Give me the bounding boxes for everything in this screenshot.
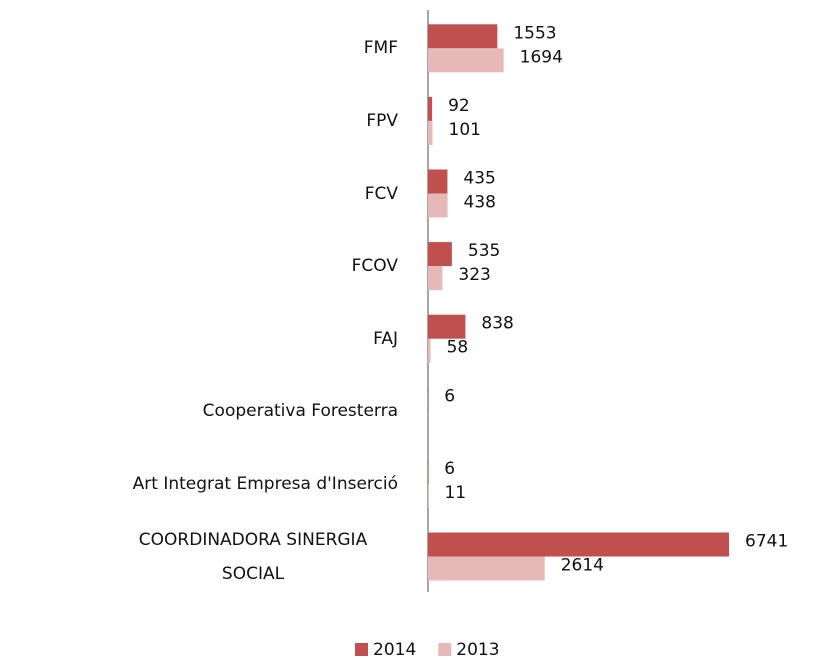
- category-label: Cooperativa Foresterra: [202, 401, 398, 422]
- value-label: 2614: [561, 556, 604, 576]
- legend-label: 2014: [373, 640, 416, 659]
- value-label: 1553: [513, 23, 556, 43]
- bar: [428, 48, 504, 73]
- bar: [428, 532, 729, 557]
- category-label: Art Integrat Empresa d'Inserció: [132, 473, 398, 494]
- category-label: FMF: [363, 38, 398, 59]
- bar: [428, 556, 545, 581]
- value-label: 838: [481, 314, 513, 334]
- bar: [428, 266, 443, 291]
- legend-swatch: [438, 643, 452, 656]
- value-label: 1694: [520, 47, 563, 67]
- value-label: 6: [444, 386, 455, 406]
- value-label: 438: [464, 193, 496, 213]
- value-label: 101: [449, 120, 481, 140]
- bar: [428, 24, 498, 49]
- category-label: FPV: [366, 110, 398, 131]
- value-label: 323: [458, 265, 490, 285]
- bar: [428, 314, 466, 339]
- legend-label: 2013: [456, 640, 499, 659]
- bar: [428, 96, 433, 121]
- bar: [428, 242, 452, 267]
- bar: [428, 120, 433, 145]
- value-label: 58: [447, 338, 469, 358]
- category-label: FCOV: [351, 256, 398, 277]
- value-label: 6: [444, 459, 455, 479]
- value-label: 435: [463, 169, 495, 189]
- category-label: FAJ: [373, 328, 398, 349]
- value-label: 6741: [745, 532, 788, 552]
- bar: [428, 193, 448, 218]
- value-label: 11: [444, 483, 466, 503]
- bar: [428, 169, 448, 194]
- category-label: COORDINADORA SINERGIA SOCIAL: [138, 529, 368, 584]
- value-label: 92: [448, 96, 470, 116]
- legend-swatch: [355, 643, 368, 656]
- category-label: FCV: [364, 183, 398, 204]
- value-label: 535: [468, 241, 500, 261]
- bar: [428, 338, 431, 363]
